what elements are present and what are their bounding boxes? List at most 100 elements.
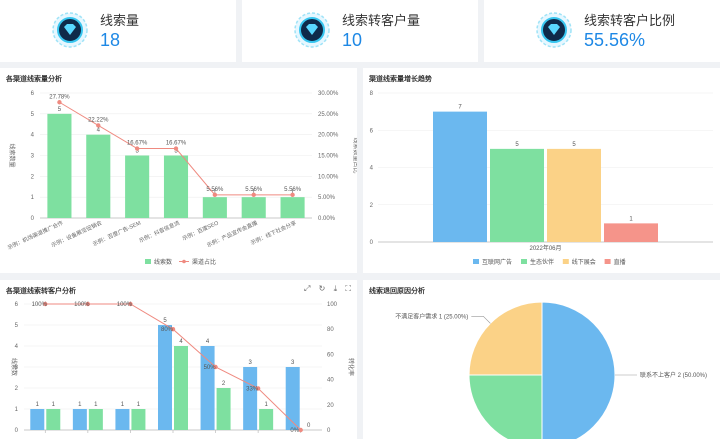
lead-bar [243, 367, 258, 430]
legend-swatch [182, 259, 186, 264]
customer-bar [259, 409, 274, 430]
conversion-panel: 各渠道线索转客户分析 ⤢ ↻ ⤓ ⛶ 0 1 2 3 4 5 6 0 20 40 60 80 100 线索… [0, 280, 357, 439]
y-tick-label: 4 [370, 166, 374, 172]
ratio-label: 5.56% [245, 187, 263, 193]
bar-value-label: 1 [629, 216, 633, 222]
bar [547, 148, 601, 242]
lead-bar [200, 346, 215, 430]
y-right-tick-label: 10.00% [318, 174, 339, 180]
legend-swatch [562, 259, 569, 264]
kpi-card-leads: 线索量 18 [0, 0, 236, 62]
bar [604, 223, 658, 242]
bar-value-label: 3 [135, 149, 139, 155]
y-right-tick-label: 60 [327, 352, 334, 358]
y-tick-label: 2 [31, 174, 35, 180]
fullscreen-icon[interactable]: ⛶ [345, 284, 351, 293]
lead-bar [115, 409, 130, 430]
customer-bar [131, 409, 146, 430]
kpi-card-ratio: 线索转客户比例 55.56% [484, 0, 720, 62]
y-tick-label: 5 [15, 323, 19, 329]
kpi-label: 线索转客户比例 [584, 13, 676, 28]
bar-value-label: 1 [121, 402, 125, 408]
lead-bar [72, 409, 87, 430]
kpi-label: 线索转客户量 [342, 13, 421, 28]
ratio-point [134, 146, 140, 151]
y-tick-label: 0 [15, 428, 19, 434]
bar [202, 197, 227, 218]
conversion-point [43, 301, 48, 307]
lead-growth-panel: 渠道线索量增长趋势 0 2 4 6 8 7 5 5 1 2022年06月 互联网广告 生态伙伴 线下展会… [363, 68, 720, 273]
return-reason-chart: 联系不上客户 2 (50.00%) 不满足客户需求 1 (25.00%) [395, 301, 707, 439]
pie-slice [468, 374, 543, 439]
pie-slice [468, 301, 543, 376]
pie-slice [541, 301, 616, 439]
legend-swatch [145, 259, 151, 264]
ratio-label: 16.67% [127, 141, 148, 147]
panel-title: 渠道线索量增长趋势 [369, 76, 432, 83]
lead-bar [158, 325, 172, 430]
legend-label: 线索数 [154, 258, 172, 266]
channel-leads-panel: 各渠道线索量分析 0 1 2 3 4 5 6 0.00% 5.00% 10.00% 15.00% 20… [0, 68, 357, 273]
panel-title: 各渠道线索量分析 [6, 76, 62, 83]
ratio-label: 5.56% [206, 187, 224, 193]
y-tick-label: 2 [15, 386, 19, 392]
y-tick-label: 8 [370, 91, 374, 97]
bar [490, 148, 544, 242]
download-icon[interactable]: ⤓ [333, 284, 338, 293]
legend-swatch [521, 259, 527, 264]
bar-value-label: 1 [36, 402, 40, 408]
bar [125, 155, 150, 218]
bar-value-label: 4 [179, 339, 183, 345]
bar [241, 197, 266, 218]
ratio-label: 5.56% [284, 187, 302, 193]
bar-value-label: 5 [163, 318, 167, 324]
legend-label: 直播 [614, 258, 626, 266]
y-right-tick-label: 80 [327, 327, 334, 333]
legend-label: 渠道占比 [192, 258, 216, 266]
y-tick-label: 0 [370, 240, 374, 246]
kpi-value: 18 [100, 30, 121, 50]
conversion-label: 80% [161, 327, 174, 333]
conversion-point [85, 301, 91, 307]
legend-label: 线下展会 [572, 258, 596, 266]
y-tick-label: 6 [31, 91, 35, 97]
ratio-point [57, 100, 62, 105]
bar [86, 134, 111, 218]
bar-value-label: 1 [264, 402, 268, 408]
y-right-tick-label: 30.00% [318, 91, 339, 97]
expand-icon[interactable]: ⤢ [304, 284, 311, 293]
y-right-tick-label: 0.00% [318, 216, 336, 222]
y-tick-label: 4 [31, 133, 35, 139]
y-axis-label: 线索数 [10, 358, 18, 376]
y-tick-label: 0 [31, 216, 35, 222]
return-reason-panel: 线索退回原因分析 联系不上客户 2 (50.00%) 不满足客户需求 1 (25.… [363, 280, 720, 439]
y-right-tick-label: 20 [327, 403, 334, 409]
bar [433, 111, 487, 242]
conversion-label: 100% [32, 302, 48, 308]
bar-value-label: 3 [291, 360, 295, 366]
ratio-point [251, 192, 256, 198]
conversion-point [170, 327, 176, 332]
conversion-label: 100% [74, 302, 90, 308]
bar [47, 113, 72, 218]
conversion-label: 50% [204, 365, 217, 371]
y-tick-label: 3 [15, 365, 19, 371]
y-right-tick-label: 0 [327, 428, 331, 434]
conversion-point [298, 427, 303, 433]
bar-value-label: 5 [572, 142, 576, 148]
ratio-point [96, 123, 101, 128]
bar-value-label: 5 [515, 142, 519, 148]
refresh-icon[interactable]: ↻ [318, 284, 326, 293]
bar [280, 197, 305, 218]
conversion-point [255, 386, 261, 391]
bar-value-label: 1 [137, 402, 141, 408]
ratio-point [290, 192, 295, 198]
legend-label: 生态伙伴 [530, 258, 554, 266]
bar-value-label: 5 [58, 107, 62, 113]
ratio-point [173, 146, 179, 151]
conversion-label: 100% [117, 302, 133, 308]
customer-bar [216, 388, 231, 430]
y-axis-label: 线索数量 [8, 143, 16, 167]
